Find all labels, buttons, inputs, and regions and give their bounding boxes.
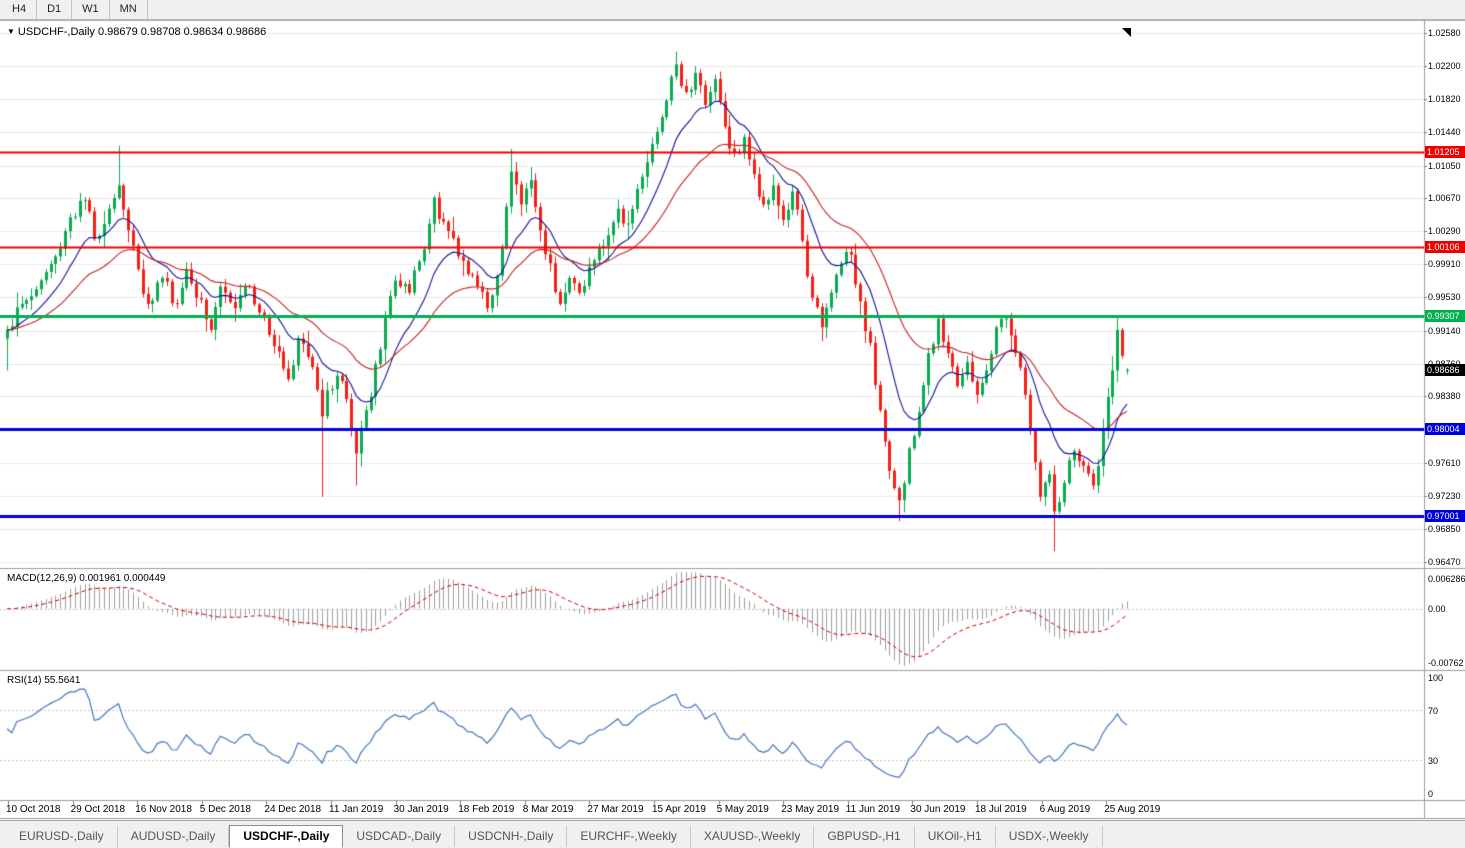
price-axis-tick: 1.01820 [1428, 93, 1461, 104]
date-axis-label: 24 Dec 2018 [264, 804, 322, 815]
date-axis-label: 16 Nov 2018 [135, 804, 192, 815]
date-axis-label: 10 Oct 2018 [6, 804, 61, 815]
date-axis-label: 30 Jan 2019 [393, 804, 449, 815]
rsi-axis-label: 70 [1428, 705, 1439, 716]
tab-eurusd-daily[interactable]: EURUSD-,Daily [6, 826, 118, 847]
level-price-chip: 0.99307 [1425, 310, 1465, 323]
price-axis-tick: 1.02200 [1428, 61, 1461, 72]
price-axis[interactable]: 1.02580 1.02200 1.01820 1.01440 1.01050 1.006… [1425, 20, 1465, 820]
timeframe-d1-button[interactable]: D1 [37, 0, 73, 19]
rsi-axis-label: 100 [1428, 673, 1444, 683]
chart-tab-bar: EURUSD-,Daily AUDUSD-,Daily USDCHF-,Dail… [0, 820, 1465, 848]
macd-axis-label: -0.00762 [1428, 658, 1464, 668]
timeframe-w1-button[interactable]: W1 [72, 0, 110, 19]
price-axis-tick: 1.01050 [1428, 160, 1461, 171]
timeframe-mn-button[interactable]: MN [110, 0, 148, 19]
level-price-chip: 0.97001 [1425, 509, 1465, 522]
tab-gbpusd-h1[interactable]: GBPUSD-,H1 [814, 826, 915, 847]
date-axis-label: 30 Jun 2019 [910, 804, 966, 815]
price-axis-tick: 0.98760 [1428, 359, 1461, 369]
price-axis-tick: 0.99140 [1428, 325, 1461, 336]
tab-usdcnh-daily[interactable]: USDCNH-,Daily [455, 826, 568, 847]
current-price-chip: 0.98686 [1425, 364, 1465, 376]
price-axis-tick: 1.01440 [1428, 126, 1461, 137]
date-axis-label: 8 Mar 2019 [522, 804, 574, 815]
level-price-chip: 1.00106 [1425, 241, 1465, 254]
date-axis-label: 18 Feb 2019 [458, 804, 515, 815]
tab-usdcad-daily[interactable]: USDCAD-,Daily [343, 826, 456, 847]
date-axis-label: 18 Jul 2019 [975, 804, 1027, 815]
tab-xauusd-weekly[interactable]: XAUUSD-,Weekly [691, 826, 815, 847]
price-axis-tick: 1.02580 [1428, 28, 1461, 39]
tab-audusd-daily[interactable]: AUDUSD-,Daily [118, 826, 230, 847]
date-axis-label: 27 Mar 2019 [587, 804, 644, 815]
date-axis-label: 5 May 2019 [716, 804, 769, 815]
level-price-chip: 1.01205 [1425, 146, 1465, 159]
date-axis-label: 29 Oct 2018 [70, 804, 126, 815]
chart-window: ▼ USDCHF-,Daily 0.98679 0.98708 0.98634 0… [0, 20, 1465, 820]
price-axis-tick: 0.96470 [1428, 556, 1461, 567]
dropdown-triangle-icon: ▼ [7, 27, 15, 36]
tab-eurchf-weekly[interactable]: EURCHF-,Weekly [567, 826, 691, 847]
date-axis-label: 25 Aug 2019 [1104, 804, 1161, 815]
macd-indicator-label: MACD(12,26,9) 0.001961 0.000449 [7, 573, 166, 584]
price-axis-tick: 1.00670 [1428, 193, 1461, 204]
price-axis-tick: 0.97230 [1428, 490, 1461, 501]
price-axis-tick: 0.99530 [1428, 292, 1461, 302]
price-axis-tick: 0.97610 [1428, 458, 1461, 469]
tab-ukoil-h1[interactable]: UKOil-,H1 [915, 826, 996, 847]
price-axis-tick: 0.96850 [1428, 523, 1461, 534]
tab-usdchf-daily[interactable]: USDCHF-,Daily [229, 825, 344, 848]
date-axis-label: 23 May 2019 [781, 804, 840, 815]
macd-axis-label: 0.006286 [1428, 574, 1465, 584]
date-axis-label: 5 Dec 2018 [199, 804, 251, 815]
timeframe-toolbar: H4 D1 W1 MN [0, 0, 1465, 20]
rsi-axis-label: 30 [1428, 756, 1439, 767]
date-axis-label: 11 Jan 2019 [329, 804, 384, 815]
candlestick-chart-canvas[interactable] [0, 20, 1465, 820]
tab-usdx-weekly[interactable]: USDX-,Weekly [996, 826, 1103, 847]
chart-shift-marker[interactable] [1122, 28, 1131, 37]
time-axis[interactable]: 10 Oct 2018 29 Oct 2018 16 Nov 2018 5 Dec 2… [0, 800, 1424, 820]
price-axis-tick: 0.98380 [1428, 391, 1461, 402]
date-axis-label: 11 Jun 2019 [845, 804, 901, 815]
rsi-indicator-label: RSI(14) 55.5641 [7, 675, 81, 686]
price-axis-tick: 1.00290 [1428, 226, 1461, 237]
date-axis-label: 6 Aug 2019 [1039, 804, 1091, 815]
chart-title: ▼ USDCHF-,Daily 0.98679 0.98708 0.98634 0… [7, 26, 266, 38]
level-price-chip: 0.98004 [1425, 422, 1465, 435]
price-axis-tick: 0.99910 [1428, 259, 1461, 270]
macd-axis-label: 0.00 [1428, 603, 1446, 614]
chart-title-text: USDCHF-,Daily 0.98679 0.98708 0.98634 0.… [17, 26, 267, 38]
date-axis-label: 15 Apr 2019 [652, 804, 706, 815]
rsi-axis-label: 0 [1428, 789, 1434, 799]
timeframe-h4-button[interactable]: H4 [2, 0, 38, 19]
